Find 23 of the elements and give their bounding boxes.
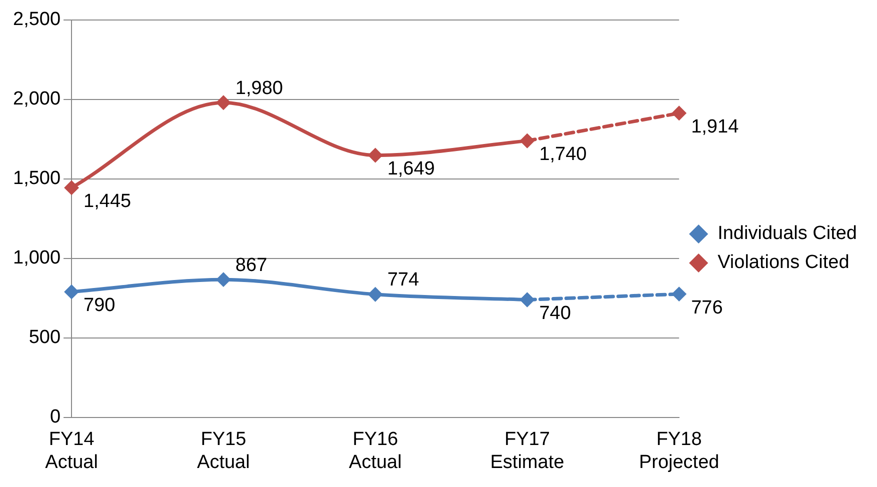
x-tick-label: FY15 Actual [197,429,250,473]
data-label: 1,445 [84,190,132,212]
data-label: 1,980 [235,78,283,99]
x-tick-label: FY14 Actual [45,429,98,473]
legend-label: Violations Cited [718,252,850,274]
data-label: 1,740 [539,144,587,166]
x-tick-label: FY17 Estimate [490,429,564,473]
y-tick-label: 500 [28,327,61,348]
data-label: 867 [235,254,268,276]
data-label: 1,914 [691,116,740,138]
legend-label: Individuals Cited [718,223,858,244]
data-label: 790 [84,295,116,316]
x-tick-label: FY18 Projected [638,429,720,473]
x-tick-label: FY16 Actual [348,429,402,473]
y-tick-label: 1,500 [13,168,61,190]
data-label: 776 [691,297,723,318]
y-tick-label: 0 [50,406,61,428]
y-tick-label: 2,000 [13,88,61,110]
data-label: 1,649 [387,158,435,180]
y-tick-label: 2,500 [13,9,61,30]
data-label: 774 [387,270,420,291]
y-tick-label: 1,000 [13,248,61,269]
data-label: 740 [539,303,571,324]
